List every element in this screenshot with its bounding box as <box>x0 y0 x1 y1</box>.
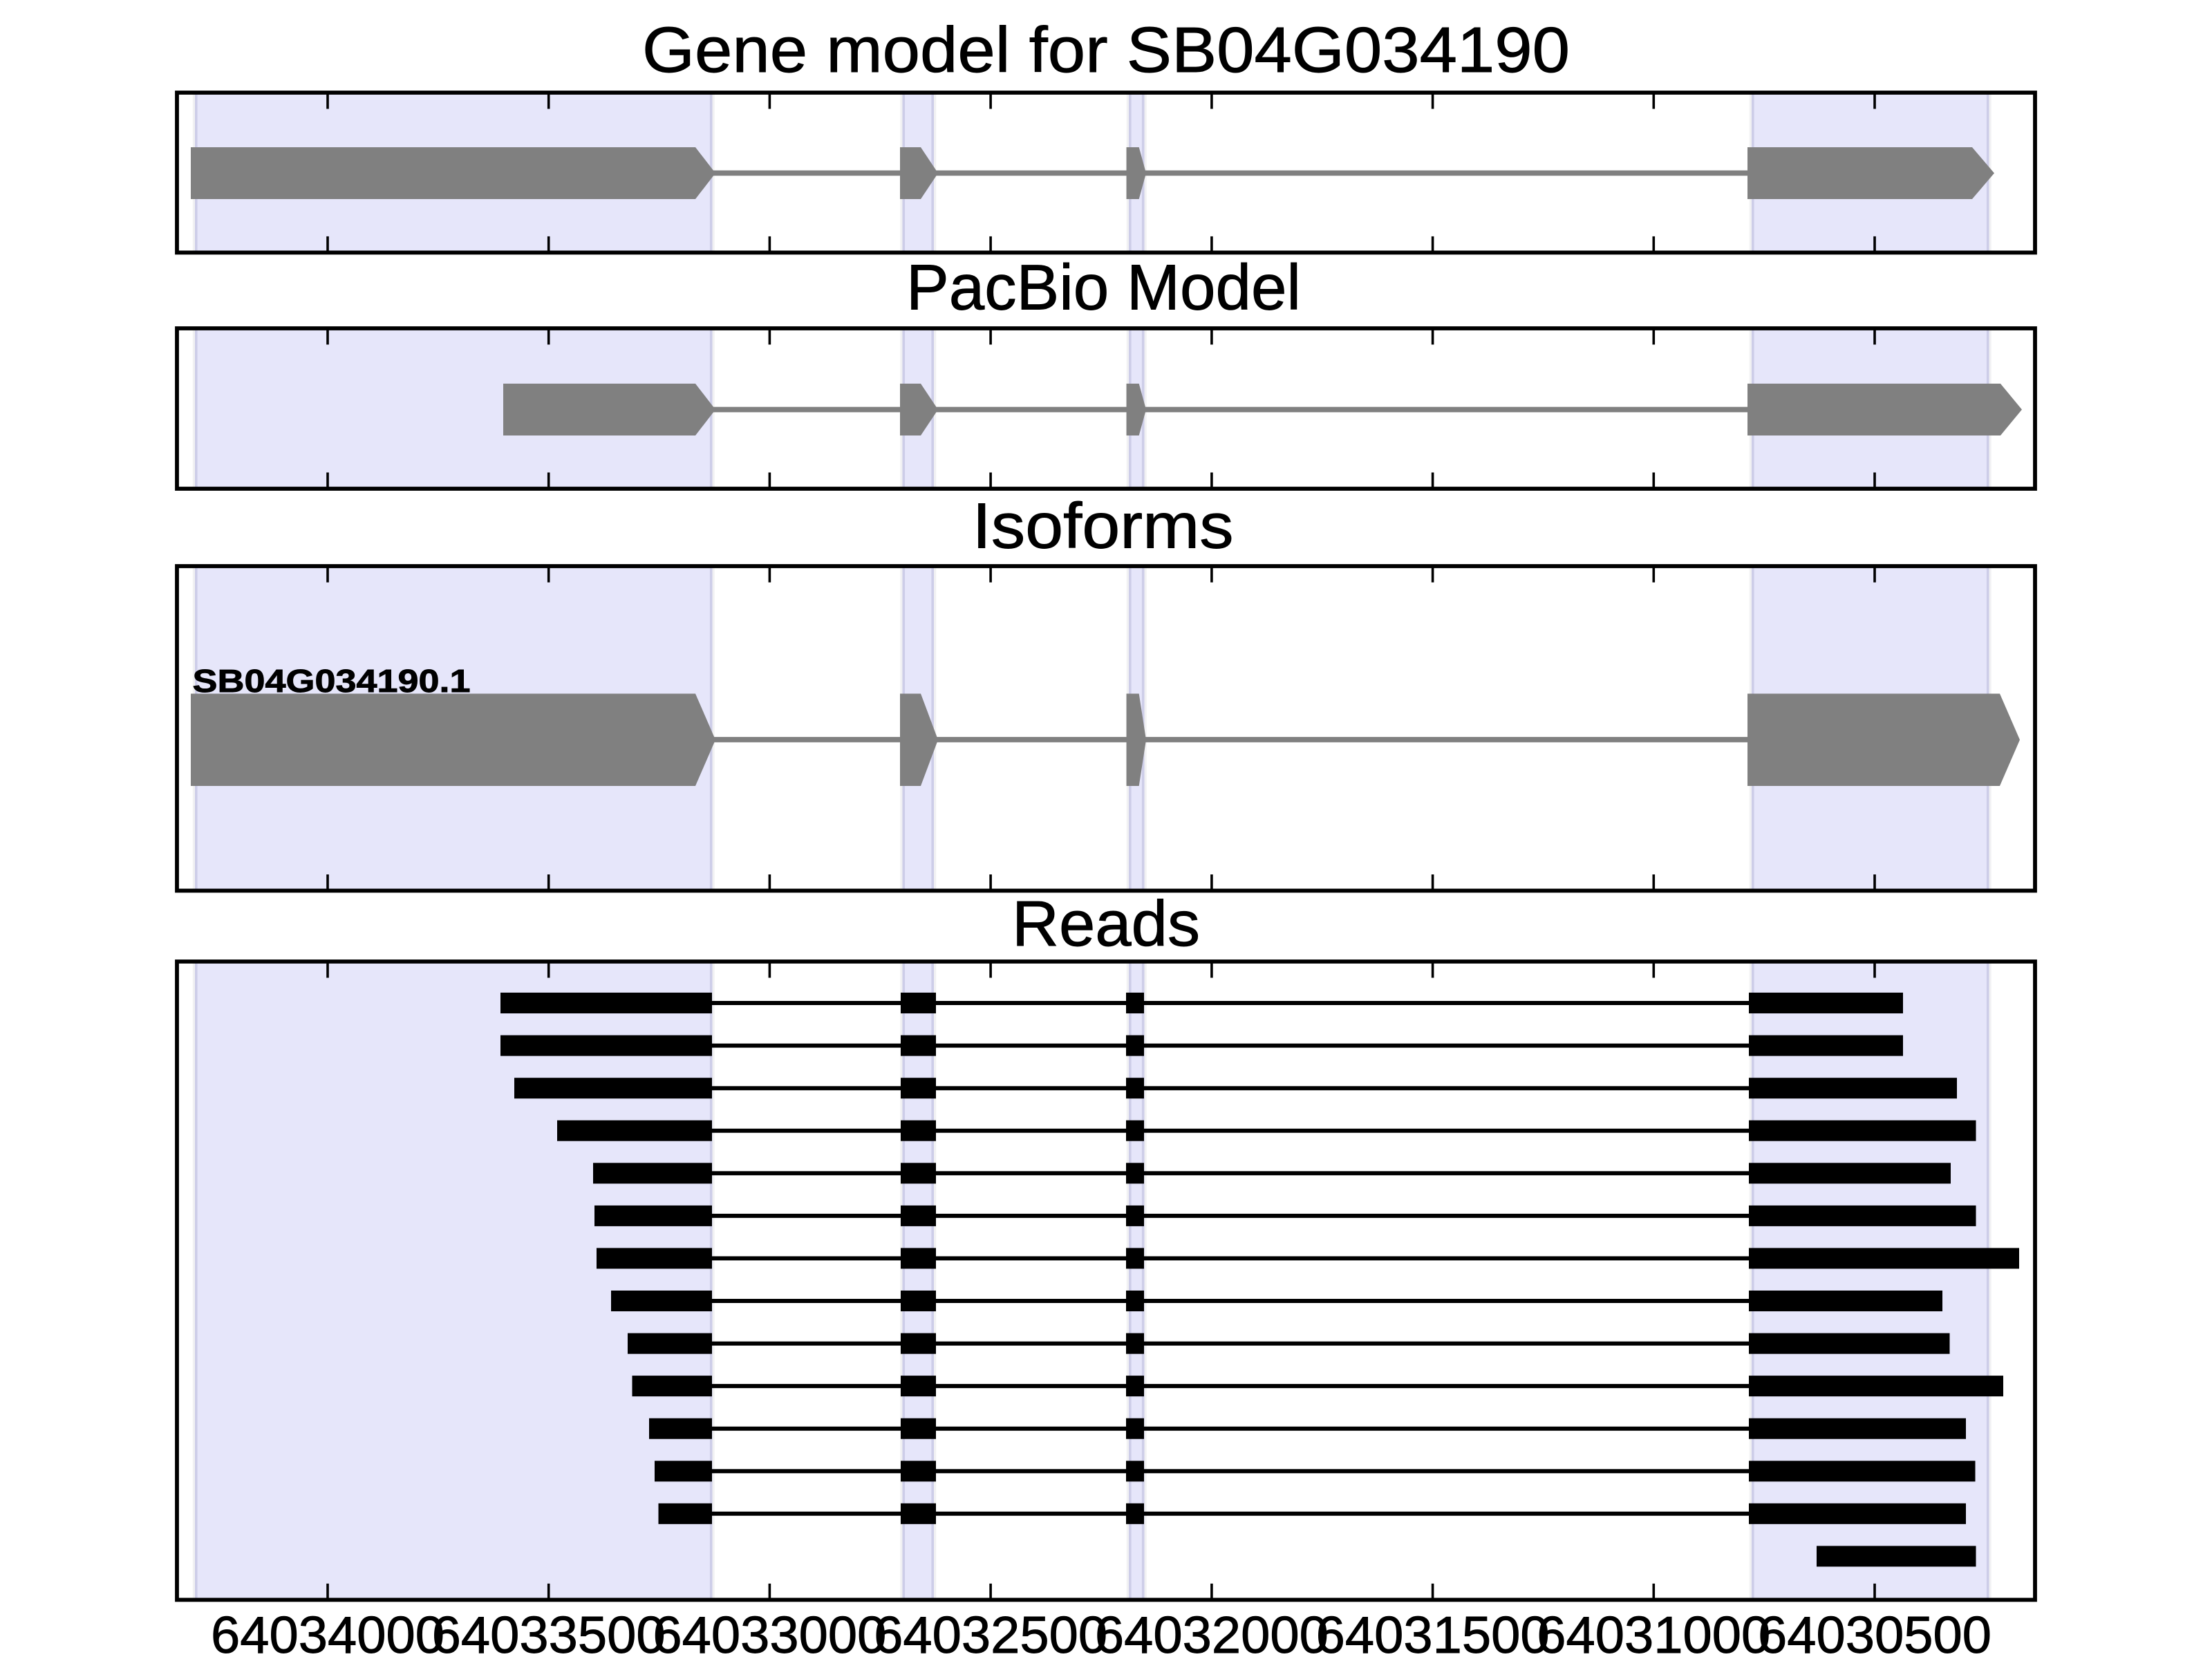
svg-text:64033500: 64033500 <box>432 1606 666 1659</box>
svg-text:64032500: 64032500 <box>874 1606 1107 1659</box>
svg-text:64030500: 64030500 <box>1758 1606 1991 1659</box>
svg-text:64032000: 64032000 <box>1095 1606 1329 1659</box>
svg-text:Reads: Reads <box>1012 888 1200 959</box>
svg-text:64034000: 64034000 <box>211 1606 444 1659</box>
svg-text:SB04G034190.1: SB04G034190.1 <box>193 663 471 699</box>
svg-text:64031500: 64031500 <box>1316 1606 1550 1659</box>
svg-text:Gene model for SB04G034190: Gene model for SB04G034190 <box>642 14 1570 86</box>
svg-text:64031000: 64031000 <box>1537 1606 1770 1659</box>
svg-text:64033000: 64033000 <box>653 1606 886 1659</box>
svg-text:Isoforms: Isoforms <box>973 490 1234 562</box>
svg-text:PacBio Model: PacBio Model <box>906 252 1301 324</box>
